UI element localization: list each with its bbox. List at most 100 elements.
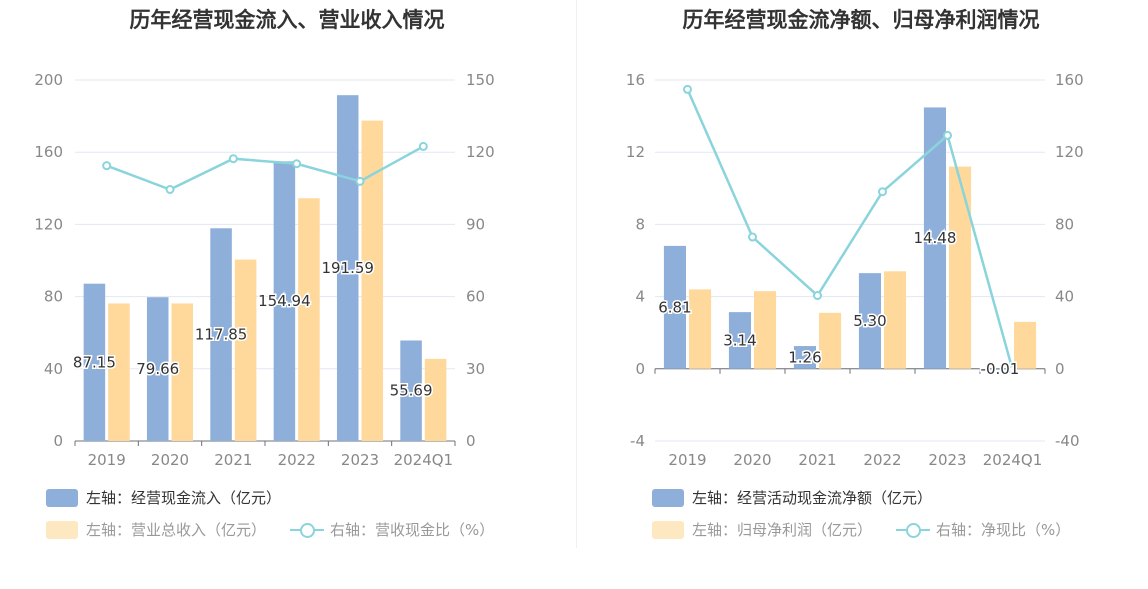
panel-divider	[576, 0, 577, 548]
legend-label-revenue: 左轴：营业总收入（亿元）	[86, 521, 267, 539]
bar-primary	[273, 161, 296, 441]
chart-panel-left: 历年经营现金流入、营业收入情况 0 0 40 30 80 60 120 90 160 120 200…	[34, 8, 518, 540]
legend-line-icon	[896, 521, 931, 539]
bar-secondary	[949, 166, 972, 369]
bar-primary	[988, 368, 1011, 370]
left-axis-tick: 8	[635, 215, 645, 233]
bar-primary	[146, 297, 169, 441]
bar-secondary	[108, 303, 130, 441]
ratio-point	[292, 159, 302, 169]
right-axis-tick: 120	[466, 143, 495, 161]
bar-primary	[728, 312, 751, 369]
bar-data-label: 117.85	[195, 326, 248, 344]
legend-row-2: 左轴：营业总收入（亿元） 右轴：营收现金比（%）	[46, 519, 518, 540]
left-axis-tick: 4	[635, 288, 645, 306]
legend-item-net-cash-flow[interactable]: 左轴：经营活动现金流净额（亿元）	[652, 487, 932, 508]
ratio-point	[228, 154, 238, 164]
legend-swatch-net-profit	[652, 520, 684, 539]
bar-secondary	[298, 198, 320, 441]
ratio-point	[1008, 365, 1017, 375]
left-axis-tick: 40	[44, 360, 63, 378]
category-label: 2019	[88, 451, 126, 469]
category-label: 2020	[151, 451, 189, 469]
bar-data-label: -0.01	[981, 360, 1020, 378]
category-label: 2021	[798, 451, 836, 469]
ratio-point	[813, 291, 822, 301]
bar-primary	[210, 228, 232, 441]
ratio-point	[165, 185, 175, 195]
category-label: 2019	[668, 451, 706, 469]
bar-data-label: 14.48	[913, 229, 956, 247]
legend-item-cash-ratio[interactable]: 右轴：营收现金比（%）	[290, 519, 494, 540]
bar-data-label: 1.26	[788, 348, 821, 366]
bar-data-label: 3.14	[723, 331, 756, 349]
bar-data-label: 79.66	[136, 360, 179, 378]
ratio-line	[106, 145, 424, 191]
bar-secondary	[424, 358, 447, 441]
bar-primary	[83, 283, 106, 441]
bar-secondary	[819, 312, 842, 369]
left-axis-tick: 0	[53, 432, 63, 450]
bar-data-label: 55.69	[390, 382, 433, 400]
bar-primary	[663, 245, 686, 369]
legend-label-cash-ratio: 右轴：营收现金比（%）	[330, 521, 495, 539]
category-label: 2024Q1	[983, 451, 1043, 469]
chart-panel-right: 历年经营现金流净额、归母净利润情况 -4 -40 0 0 4 40 8 80 12 120 16 16…	[574, 0, 1148, 589]
right-axis-tick: 40	[1055, 288, 1074, 306]
left-axis-tick: 12	[626, 143, 645, 161]
left-axis-tick: -4	[630, 432, 645, 450]
legend-row-1: 左轴：经营现金流入（亿元）	[46, 487, 305, 508]
right-axis-tick: 150	[466, 71, 495, 89]
bar-primary	[858, 273, 881, 369]
category-label: 2020	[733, 451, 771, 469]
left-axis-tick: 80	[44, 288, 63, 306]
chart-title-right: 历年经营现金流净额、归母净利润情况	[682, 8, 1040, 32]
chart-left: 0 0 40 30 80 60 120 90 160 120 200 150 2019 2020 2021 2…	[34, 71, 495, 469]
chart-title-left: 历年经营现金流入、营业收入情况	[129, 8, 445, 32]
left-axis-tick: 160	[34, 143, 63, 161]
category-label: 2021	[214, 451, 252, 469]
right-axis-tick: 30	[466, 360, 485, 378]
legend-item-net-profit[interactable]: 左轴：归母净利润（亿元）	[652, 519, 872, 540]
legend-label-cash-inflow: 左轴：经营现金流入（亿元）	[86, 489, 282, 507]
legend-item-cash-inflow[interactable]: 左轴：经营现金流入（亿元）	[46, 487, 281, 508]
ratio-point	[943, 130, 952, 140]
bar-secondary	[884, 271, 907, 369]
ratio-point	[683, 84, 692, 94]
bar-primary	[923, 107, 946, 369]
category-label: 2022	[278, 451, 316, 469]
bar-primary	[793, 346, 816, 369]
bar-secondary	[1014, 321, 1037, 369]
right-axis-tick: -40	[1055, 432, 1080, 450]
bar-primary	[336, 95, 359, 441]
legend-item-revenue[interactable]: 左轴：营业总收入（亿元）	[46, 519, 266, 540]
ratio-point	[418, 141, 428, 151]
category-label: 2023	[341, 451, 379, 469]
legend-row-2: 左轴：归母净利润（亿元） 右轴：净现比（%）	[652, 519, 1094, 540]
ratio-point	[355, 176, 365, 186]
right-axis-tick: 0	[1055, 360, 1065, 378]
bar-secondary	[361, 120, 384, 442]
bar-data-label: 87.15	[73, 353, 116, 371]
bar-data-label: 191.59	[321, 259, 374, 277]
ratio-point	[102, 161, 112, 171]
chart-right: -4 -40 0 0 4 40 8 80 12 120 16 160 2019 2020 2021 2022 2…	[626, 71, 1084, 469]
legend-item-net-cash-ratio[interactable]: 右轴：净现比（%）	[896, 519, 1070, 540]
left-axis-tick: 16	[626, 71, 645, 89]
legend-swatch-net-cash-flow	[652, 488, 684, 507]
legend-swatch-cash-inflow	[46, 488, 78, 507]
legend-label-net-cash-flow: 左轴：经营活动现金流净额（亿元）	[692, 489, 933, 507]
legend-row-1: 左轴：经营活动现金流净额（亿元）	[652, 487, 956, 508]
bar-secondary	[171, 303, 194, 441]
right-axis-tick: 120	[1055, 143, 1084, 161]
left-axis-tick: 120	[34, 215, 63, 233]
ratio-point	[878, 187, 887, 197]
category-label: 2022	[863, 451, 901, 469]
right-axis-tick: 80	[1055, 215, 1074, 233]
ratio-line	[686, 88, 1014, 370]
bar-primary	[400, 340, 422, 441]
category-label: 2024Q1	[394, 451, 454, 469]
bar-secondary	[754, 291, 777, 369]
bar-data-label: 6.81	[658, 298, 691, 316]
right-axis-tick: 0	[466, 432, 476, 450]
